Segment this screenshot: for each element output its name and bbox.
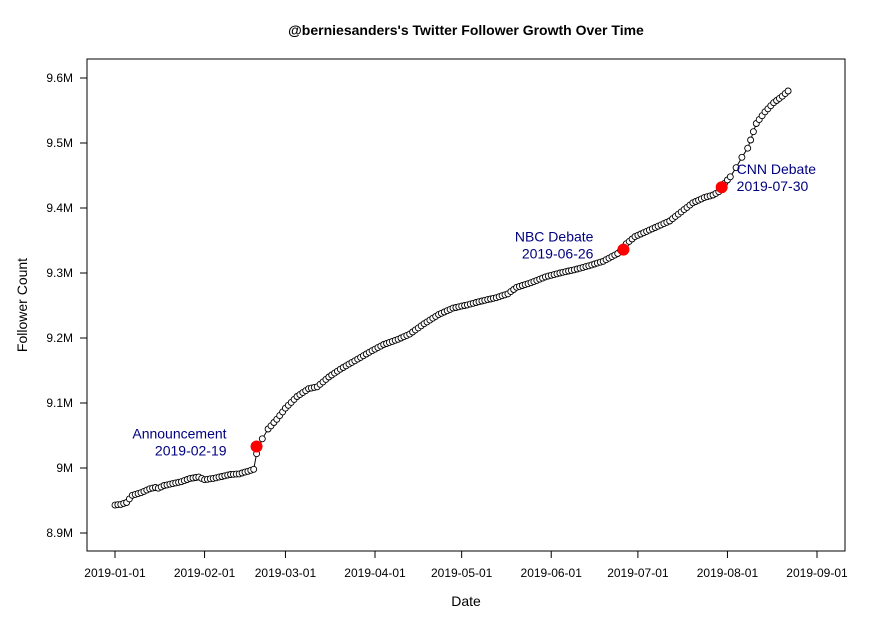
y-axis: 8.9M 9M 9.1M 9.2M 9.3M 9.4M 9.5M 9.6M [46,71,88,540]
y-tick-label: 9.5M [46,136,73,150]
event-label-name: Announcement [132,426,226,442]
data-point [749,128,757,136]
y-tick-label: 9.2M [46,331,73,345]
event-marker [715,181,728,194]
event-label-date: 2019-02-19 [155,443,227,459]
x-tick-label: 2019-09-01 [786,566,848,580]
data-point [744,144,752,152]
y-tick-label: 8.9M [46,526,73,540]
y-tick-label: 9.4M [46,201,73,215]
data-point [726,173,734,181]
y-axis-label: Follower Count [14,258,30,352]
event-label-date: 2019-07-30 [737,178,809,194]
data-point [250,465,258,473]
y-tick-label: 9.6M [46,71,73,85]
x-axis-label: Date [451,593,481,609]
y-tick-label: 9.3M [46,266,73,280]
x-tick-label: 2019-06-01 [521,566,583,580]
x-tick-label: 2019-05-01 [431,566,493,580]
data-point [258,435,266,443]
data-point [784,87,792,95]
event-label-name: NBC Debate [515,229,594,245]
data-point [747,136,755,144]
x-tick-label: 2019-02-01 [174,566,236,580]
x-tick-label: 2019-01-01 [84,566,146,580]
chart-title: @berniesanders's Twitter Follower Growth… [288,22,644,38]
x-tick-label: 2019-08-01 [697,566,759,580]
event-marker [617,243,630,256]
x-tick-label: 2019-04-01 [344,566,406,580]
y-tick-label: 9.1M [46,396,73,410]
x-tick-label: 2019-03-01 [255,566,317,580]
series-layer [111,87,792,509]
event-label-date: 2019-06-26 [522,246,594,262]
event-marker [250,440,263,453]
event-label-name: CNN Debate [737,161,817,177]
data-point [738,153,746,161]
x-tick-label: 2019-07-01 [607,566,669,580]
x-axis: 2019-01-01 2019-02-01 2019-03-01 2019-04-01… [84,550,848,580]
y-tick-label: 9M [56,461,73,475]
data-point [732,164,740,172]
